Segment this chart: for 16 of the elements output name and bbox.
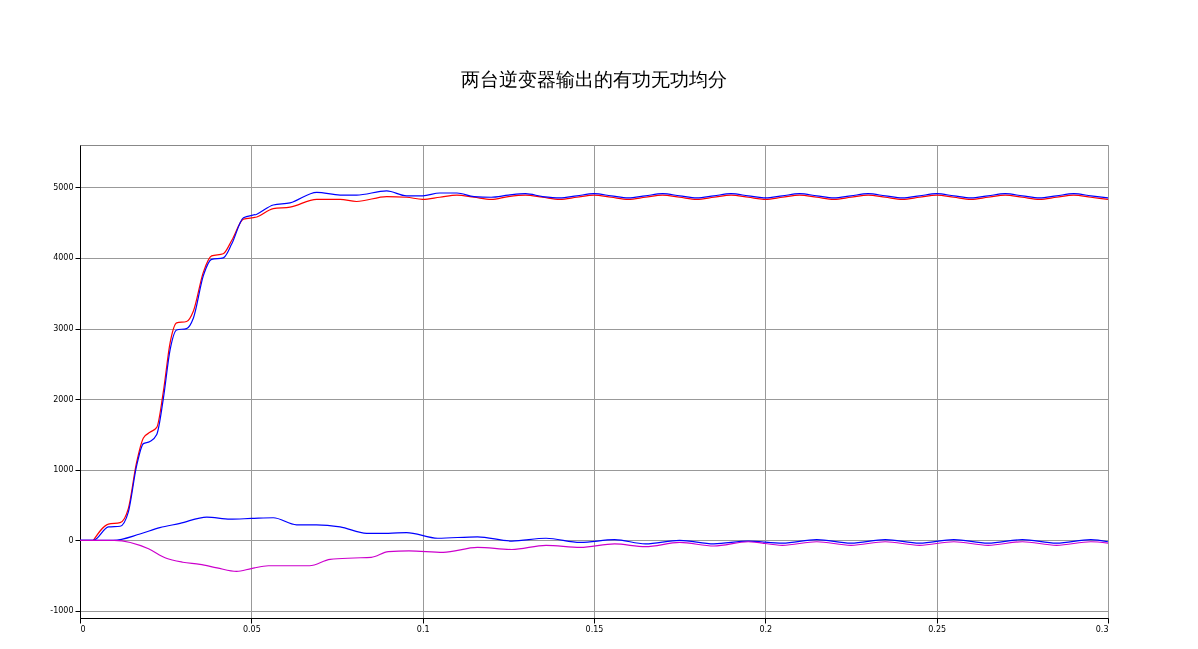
y-tick-label: 2000 xyxy=(53,394,74,404)
x-tick-label: 0 xyxy=(80,624,86,634)
x-tick-label: 0.3 xyxy=(1095,624,1109,634)
x-tick-label: 0.2 xyxy=(759,624,773,634)
x-tick-label: 0.05 xyxy=(242,624,261,634)
y-tick-label: 1000 xyxy=(53,465,74,475)
y-tick-label: 4000 xyxy=(53,253,74,263)
y-tick-label: 0 xyxy=(68,535,74,545)
x-tick-label: 0.15 xyxy=(585,624,604,634)
x-tick-label: 0.25 xyxy=(928,624,947,634)
chart-title: 两台逆变器输出的有功无功均分 xyxy=(461,68,727,90)
line-series xyxy=(80,539,1108,573)
y-tick-label: 5000 xyxy=(53,182,74,192)
y-tick-label: -1000 xyxy=(50,606,74,616)
y-tick-label: 3000 xyxy=(53,324,74,334)
x-tick-label: 0.1 xyxy=(416,624,430,634)
